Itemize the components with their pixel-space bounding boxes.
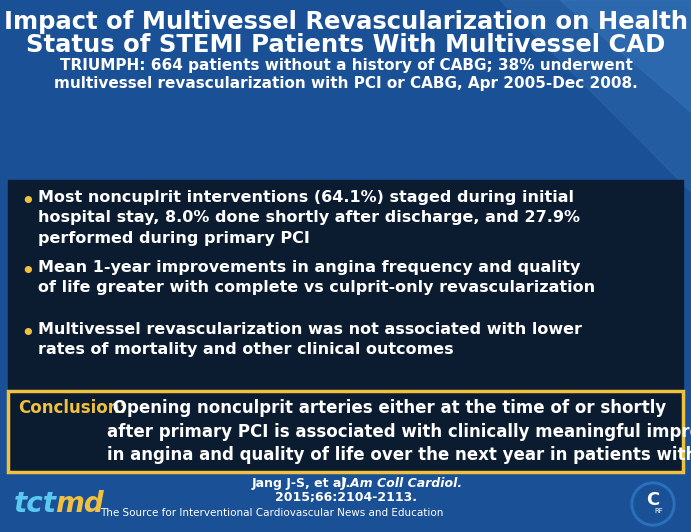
Text: J Am Coll Cardiol.: J Am Coll Cardiol.: [341, 477, 463, 490]
Circle shape: [631, 482, 675, 526]
Text: C: C: [646, 491, 660, 509]
Bar: [0, 473, 691, 532]
Polygon shape: [500, 0, 691, 192]
Text: Status of STEMI Patients With Multivessel CAD: Status of STEMI Patients With Multivesse…: [26, 33, 665, 57]
Bar: [8, 180, 683, 389]
Text: Jang J-S, et al.: Jang J-S, et al.: [252, 477, 355, 490]
Text: tct: tct: [14, 490, 57, 518]
Text: 2015;66:2104-2113.: 2015;66:2104-2113.: [275, 491, 417, 504]
Text: Conclusion:: Conclusion:: [18, 399, 126, 417]
Text: Opening nonculprit arteries either at the time of or shortly
after primary PCI i: Opening nonculprit arteries either at th…: [107, 399, 691, 464]
Text: TRIUMPH: 664 patients without a history of CABG; 38% underwent: TRIUMPH: 664 patients without a history …: [59, 58, 632, 73]
Polygon shape: [560, 0, 691, 112]
Text: Impact of Multivessel Revascularization on Health: Impact of Multivessel Revascularization …: [4, 10, 688, 34]
Bar: [8, 391, 683, 472]
Text: Mean 1-year improvements in angina frequency and quality
of life greater with co: Mean 1-year improvements in angina frequ…: [38, 260, 595, 295]
Text: RF: RF: [654, 508, 663, 514]
Bar: [8, 391, 683, 472]
Text: •: •: [20, 190, 35, 214]
Text: md: md: [55, 490, 104, 518]
Circle shape: [634, 485, 672, 523]
Text: Multivessel revascularization was not associated with lower
rates of mortality a: Multivessel revascularization was not as…: [38, 322, 582, 358]
Text: multivessel revascularization with PCI or CABG, Apr 2005-Dec 2008.: multivessel revascularization with PCI o…: [54, 76, 638, 91]
Text: The Source for Interventional Cardiovascular News and Education: The Source for Interventional Cardiovasc…: [100, 508, 444, 518]
Text: •: •: [20, 322, 35, 346]
Text: Most noncuplrit interventions (64.1%) staged during initial
hospital stay, 8.0% : Most noncuplrit interventions (64.1%) st…: [38, 190, 580, 246]
Text: •: •: [20, 260, 35, 284]
